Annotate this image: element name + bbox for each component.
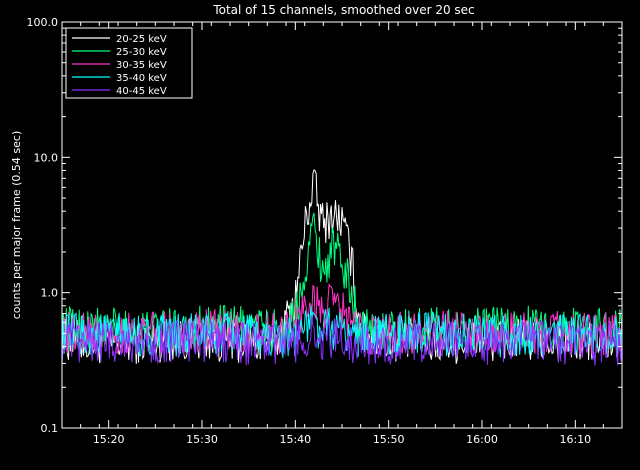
- x-tick-label: 15:20: [93, 433, 125, 446]
- x-axis: 15:20 15:30 15:40 15:50 16:00 16:10: [61, 22, 623, 446]
- x-tick-label: 15:50: [373, 433, 405, 446]
- legend-box: [65, 27, 193, 99]
- y-tick-label: 10.0: [34, 151, 59, 164]
- x-tick-label: 15:30: [186, 433, 218, 446]
- chart-title: Total of 15 channels, smoothed over 20 s…: [212, 3, 474, 17]
- legend-label-1: 20-25 keV: [116, 34, 167, 45]
- y-tick-label: 1.0: [41, 287, 59, 300]
- series-layer: [61, 169, 623, 366]
- y-tick-label: 0.1: [41, 422, 59, 435]
- series-line-2: [61, 212, 623, 352]
- y-axis: 0.1 1.0 10.0 100.0: [27, 16, 622, 435]
- legend-label-2: 25-30 keV: [116, 47, 167, 58]
- legend-label-4: 35-40 keV: [116, 73, 167, 84]
- legend: 20-25 keV 25-30 keV 30-35 keV 35-40 keV 40-4…: [65, 27, 193, 99]
- x-tick-label: 15:40: [279, 433, 311, 446]
- y-tick-label: 100.0: [27, 16, 59, 29]
- series-line-5: [61, 315, 623, 366]
- legend-label-3: 30-35 keV: [116, 60, 167, 71]
- legend-label-5: 40-45 keV: [116, 86, 167, 97]
- x-tick-label: 16:10: [559, 433, 591, 446]
- x-tick-label: 16:00: [466, 433, 498, 446]
- y-axis-label: counts per major frame (0.54 sec): [10, 131, 23, 320]
